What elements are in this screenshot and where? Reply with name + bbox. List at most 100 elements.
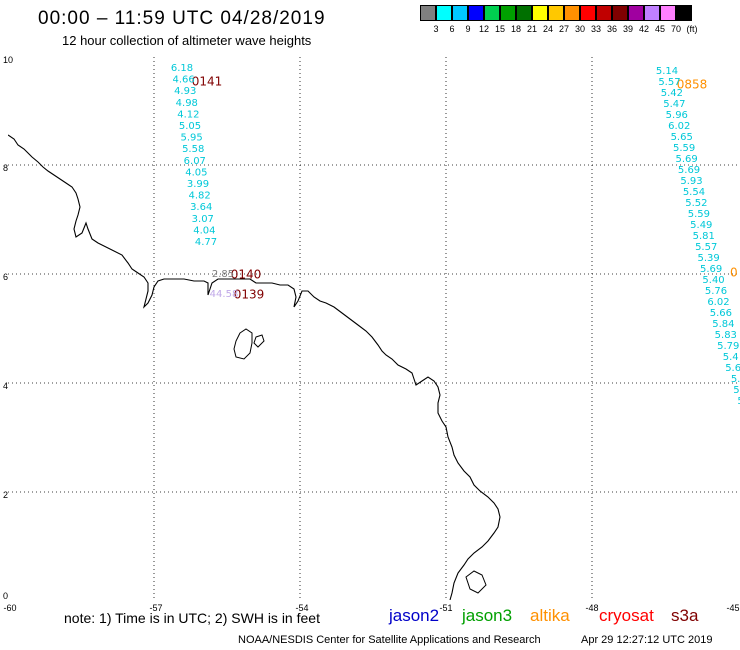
- wave-height-value: 5.05: [179, 121, 201, 132]
- wave-height-value: 44.58: [210, 289, 239, 300]
- wave-height-value: 5.69: [675, 154, 697, 165]
- lat-tick-label: 6: [3, 272, 9, 282]
- colorbar-swatch: [532, 5, 548, 21]
- colorbar-swatch: [564, 5, 580, 21]
- track-label: 0858: [677, 78, 708, 92]
- map-canvas: 01416.184.664.934.984.125.055.955.586.07…: [8, 57, 740, 600]
- colorbar-swatch: [644, 5, 660, 21]
- colorbar-swatch: [580, 5, 596, 21]
- wave-height-value: 3.64: [190, 202, 212, 213]
- lat-lon-grid: [8, 57, 740, 600]
- wave-height-value: 5.49: [690, 220, 712, 231]
- colorbar-label: 21: [526, 24, 538, 34]
- colorbar-label: 36: [606, 24, 618, 34]
- wave-height-value: 5.57: [658, 77, 680, 88]
- wave-height-value: 2.85: [212, 269, 234, 280]
- mission-altika: altika: [530, 606, 570, 625]
- wave-height-value: 4.77: [195, 237, 217, 248]
- wave-height-value: 3.99: [187, 179, 209, 190]
- colorbar-label: 24: [542, 24, 554, 34]
- colorbar-swatch: [612, 5, 628, 21]
- lat-tick-label: 4: [3, 381, 9, 391]
- wave-height-value: 5.69: [678, 165, 700, 176]
- wave-height-value: 6.07: [184, 156, 206, 167]
- wave-height-value: 5.14: [656, 66, 678, 77]
- wave-height-value: 6.18: [171, 63, 193, 74]
- wave-height-value: 5.: [731, 374, 740, 385]
- colorbar-swatch: [548, 5, 564, 21]
- wave-height-value: 4.12: [177, 109, 199, 120]
- wave-height-value: 5.57: [695, 242, 717, 253]
- wave-height-value: 5.79: [717, 341, 739, 352]
- wave-height-value: 4.98: [176, 98, 198, 109]
- colorbar-swatch: [484, 5, 500, 21]
- colorbar-swatch: [452, 5, 468, 21]
- wave-height-value: 4.82: [188, 191, 210, 202]
- wave-height-value: 5.84: [712, 319, 734, 330]
- colorbar-swatch: [516, 5, 532, 21]
- wave-height-value: 5.6: [725, 363, 740, 374]
- lon-tick-label: -54: [295, 603, 309, 613]
- wave-height-value: 5.69: [700, 264, 722, 275]
- colorbar-swatch: [436, 5, 452, 21]
- wave-height-value: 3.07: [192, 214, 214, 225]
- track-label: 0139: [234, 288, 265, 302]
- wave-height-value: 5.96: [666, 110, 688, 121]
- wave-height-value: 5: [737, 396, 740, 407]
- wave-height-value: 5.81: [693, 231, 715, 242]
- footnote: note: 1) Time is in UTC; 2) SWH is in fe…: [64, 610, 320, 626]
- altimeter-tracks: 01416.184.664.934.984.125.055.955.586.07…: [171, 63, 740, 407]
- lon-tick-label: -60: [3, 603, 17, 613]
- wave-height-value: 5.4: [723, 352, 739, 363]
- credit-line: NOAA/NESDIS Center for Satellite Applica…: [238, 634, 541, 646]
- track-label: 0: [730, 266, 738, 280]
- wave-height-value: 5.83: [715, 330, 737, 341]
- lat-tick-label: 0: [3, 591, 9, 601]
- wave-height-value: 5.59: [673, 143, 695, 154]
- altimeter-map[interactable]: 0141 6.18 4.66 4.93 4.98 4.12 5.05 5.95 5.58 6.07…: [3, 55, 740, 601]
- lon-tick-label: -51: [439, 603, 453, 613]
- mission-jason3: jason3: [462, 606, 513, 625]
- mission-s3a: s3a: [671, 606, 699, 625]
- wave-height-value: 5.42: [661, 88, 683, 99]
- wave-height-value: 5.95: [180, 133, 202, 144]
- page-title: 00:00 – 11:59 UTC 04/28/2019: [38, 8, 326, 29]
- wave-height-value: 5.54: [683, 187, 705, 198]
- wave-height-value: 5.47: [663, 99, 685, 110]
- wave-height-value: 4.05: [185, 167, 207, 178]
- colorbar-label: 15: [494, 24, 506, 34]
- lat-tick-label: 8: [3, 163, 9, 173]
- wave-height-value: 6.02: [668, 121, 690, 132]
- colorbar-label: 3: [433, 24, 439, 34]
- wave-height-value: 5.52: [685, 198, 707, 209]
- wave-height-value: 4.66: [172, 75, 194, 86]
- lon-tick-label: -57: [149, 603, 163, 613]
- wave-height-value: 5.65: [671, 132, 693, 143]
- colorbar-swatch: [676, 5, 692, 21]
- wave-height-value: 4.04: [193, 225, 215, 236]
- lat-tick-label: 10: [3, 55, 14, 65]
- wave-height-value: 5.93: [680, 176, 702, 187]
- wave-height-value: 5.39: [698, 253, 720, 264]
- colorbar-label: 27: [558, 24, 570, 34]
- colorbar-swatch: [500, 5, 516, 21]
- wave-height-value: 5.58: [182, 144, 204, 155]
- lon-tick-label: -45: [726, 603, 740, 613]
- colorbar-label: 45: [654, 24, 666, 34]
- colorbar-label: 9: [465, 24, 471, 34]
- colorbar-label: (ft): [686, 24, 698, 34]
- wave-height-value: 5.40: [702, 275, 724, 286]
- mission-cryosat: cryosat: [599, 606, 654, 625]
- colorbar-label: 39: [622, 24, 634, 34]
- lat-tick-label: 2: [3, 490, 9, 500]
- mission-jason2: jason2: [389, 606, 440, 625]
- colorbar-swatch: [420, 5, 436, 21]
- generated-timestamp: Apr 29 12:27:12 UTC 2019: [581, 634, 713, 646]
- island: [465, 570, 487, 594]
- island: [233, 328, 253, 360]
- page-subtitle: 12 hour collection of altimeter wave hei…: [62, 33, 312, 48]
- lon-tick-label: -48: [585, 603, 599, 613]
- track-label: 0141: [192, 75, 223, 89]
- wave-height-value: 4.93: [174, 86, 196, 97]
- colorbar-label: 70: [670, 24, 682, 34]
